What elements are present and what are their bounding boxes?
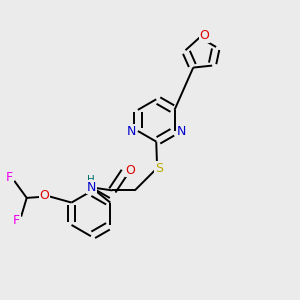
Text: O: O <box>39 189 49 202</box>
Text: O: O <box>200 29 209 42</box>
Text: N: N <box>177 124 186 137</box>
Text: F: F <box>13 214 20 227</box>
Text: O: O <box>125 164 135 177</box>
Text: N: N <box>126 124 136 137</box>
Text: F: F <box>6 171 13 184</box>
Text: N: N <box>86 181 96 194</box>
Text: H: H <box>87 176 95 185</box>
Text: S: S <box>155 161 163 175</box>
